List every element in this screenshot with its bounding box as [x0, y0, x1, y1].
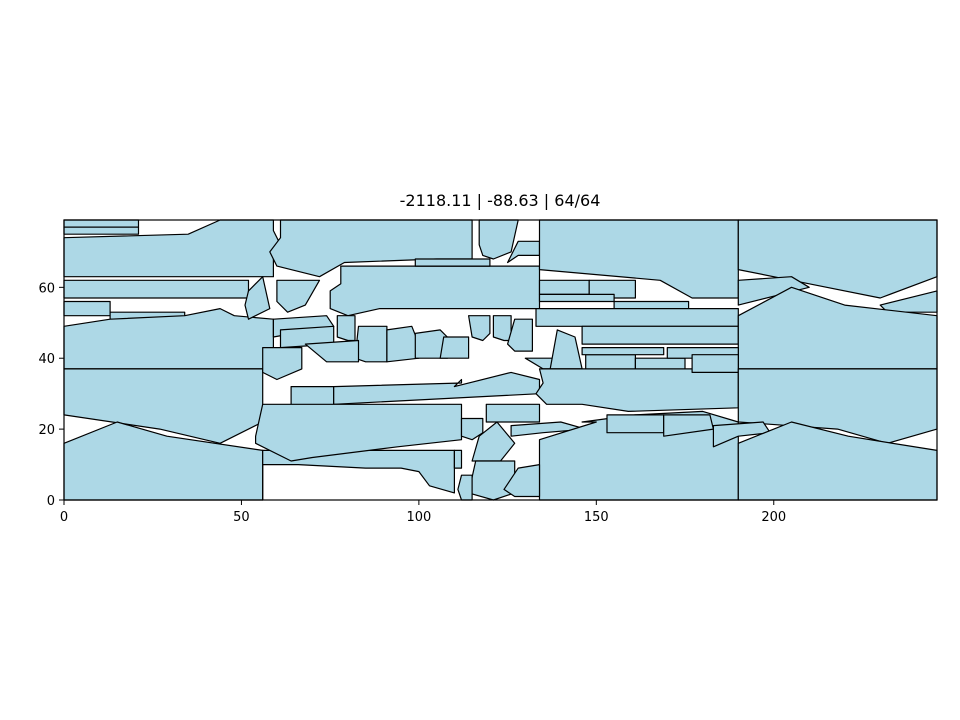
- axes-frame: [63, 219, 938, 501]
- piece-32: [354, 325, 388, 363]
- x-tick-label: 50: [233, 510, 250, 525]
- piece-11: [269, 219, 473, 278]
- piece-1: [63, 219, 140, 228]
- piece-39: [304, 339, 360, 363]
- piece-2: [63, 226, 140, 235]
- piece-27: [581, 325, 739, 345]
- piece-55: [510, 421, 587, 437]
- piece-36: [468, 315, 491, 342]
- piece-22: [737, 276, 810, 306]
- piece-52: [255, 403, 463, 462]
- piece-12: [244, 276, 271, 320]
- y-tick-label: 20: [38, 423, 55, 438]
- piece-65: [453, 449, 463, 469]
- x-tick-label: 0: [60, 510, 68, 525]
- piece-47: [634, 357, 686, 370]
- y-tick-label: 40: [38, 352, 55, 367]
- piece-38: [507, 318, 534, 352]
- x-tick-label: 100: [406, 510, 431, 525]
- piece-46: [585, 354, 637, 370]
- y-tick-label: 0: [47, 494, 55, 509]
- y-axis: 0 20 40 60: [38, 281, 64, 509]
- x-axis: 0 50 100 150 200: [60, 500, 786, 525]
- chart-title: -2118.11 | -88.63 | 64/64: [400, 191, 601, 210]
- piece-35: [439, 336, 470, 359]
- piece-42: [333, 371, 541, 405]
- piece-25: [613, 300, 690, 310]
- piece-45: [535, 368, 739, 412]
- piece-60: [712, 421, 771, 448]
- piece-62: [468, 460, 516, 501]
- piece-20: [538, 279, 590, 295]
- piece-10: [262, 449, 455, 501]
- piece-31: [336, 315, 356, 342]
- piece-48: [581, 347, 665, 356]
- piece-53: [460, 417, 484, 441]
- piece-44: [549, 329, 583, 370]
- piece-37: [492, 315, 512, 342]
- piece-26: [535, 308, 739, 327]
- piece-50: [691, 354, 739, 373]
- x-tick-label: 150: [584, 510, 609, 525]
- x-tick-label: 200: [761, 510, 786, 525]
- plot-area: [63, 219, 938, 501]
- piece-63: [503, 464, 541, 498]
- y-tick-label: 60: [38, 281, 55, 296]
- piece-17: [507, 240, 541, 264]
- piece-14: [329, 265, 541, 317]
- piece-7: [63, 308, 274, 370]
- piece-13: [276, 279, 321, 313]
- piece-3: [63, 219, 282, 278]
- piece-5: [63, 300, 111, 317]
- piece-64: [457, 474, 473, 501]
- piece-24: [538, 293, 615, 303]
- piece-40: [262, 347, 303, 381]
- piece-21: [588, 279, 637, 299]
- piece-33: [386, 325, 420, 363]
- piece-4: [63, 279, 250, 299]
- piece-15: [414, 258, 491, 267]
- piece-54: [485, 403, 541, 423]
- piece-58: [606, 414, 665, 434]
